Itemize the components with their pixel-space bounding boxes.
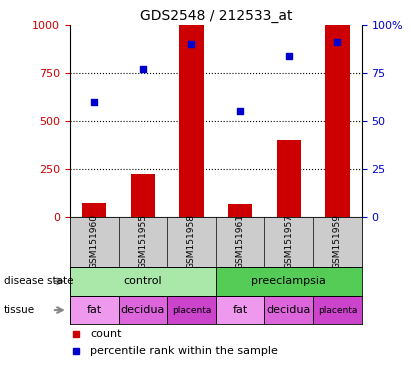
Text: percentile rank within the sample: percentile rank within the sample: [90, 346, 278, 356]
Bar: [216, 267, 362, 296]
Text: GSM151961: GSM151961: [236, 214, 245, 270]
Text: preeclampsia: preeclampsia: [251, 276, 326, 286]
Text: decidua: decidua: [267, 305, 311, 315]
Text: decidua: decidua: [121, 305, 165, 315]
Text: fat: fat: [233, 305, 248, 315]
Text: placenta: placenta: [172, 306, 211, 314]
Point: [334, 39, 341, 45]
Bar: [118, 296, 167, 324]
Bar: [325, 25, 349, 217]
Text: tissue: tissue: [4, 305, 35, 315]
Text: GSM151958: GSM151958: [187, 214, 196, 270]
Text: control: control: [124, 276, 162, 286]
Point: [188, 41, 195, 47]
Point: [237, 108, 243, 114]
Bar: [70, 296, 118, 324]
Bar: [70, 267, 216, 296]
Bar: [179, 25, 203, 217]
Text: count: count: [90, 329, 122, 339]
Bar: [277, 140, 301, 217]
Point: [91, 99, 97, 105]
Text: GSM151959: GSM151959: [333, 214, 342, 270]
Bar: [313, 296, 362, 324]
Text: GSM151955: GSM151955: [139, 214, 147, 270]
Bar: [167, 296, 216, 324]
Bar: [82, 203, 106, 217]
Text: placenta: placenta: [318, 306, 357, 314]
Bar: [131, 174, 155, 217]
Text: fat: fat: [87, 305, 102, 315]
Text: GSM151957: GSM151957: [284, 214, 293, 270]
Text: disease state: disease state: [4, 276, 74, 286]
Point: [286, 53, 292, 59]
Point: [140, 66, 146, 72]
Bar: [264, 296, 313, 324]
Title: GDS2548 / 212533_at: GDS2548 / 212533_at: [139, 8, 292, 23]
Bar: [216, 296, 264, 324]
Bar: [228, 205, 252, 217]
Text: GSM151960: GSM151960: [90, 214, 99, 270]
